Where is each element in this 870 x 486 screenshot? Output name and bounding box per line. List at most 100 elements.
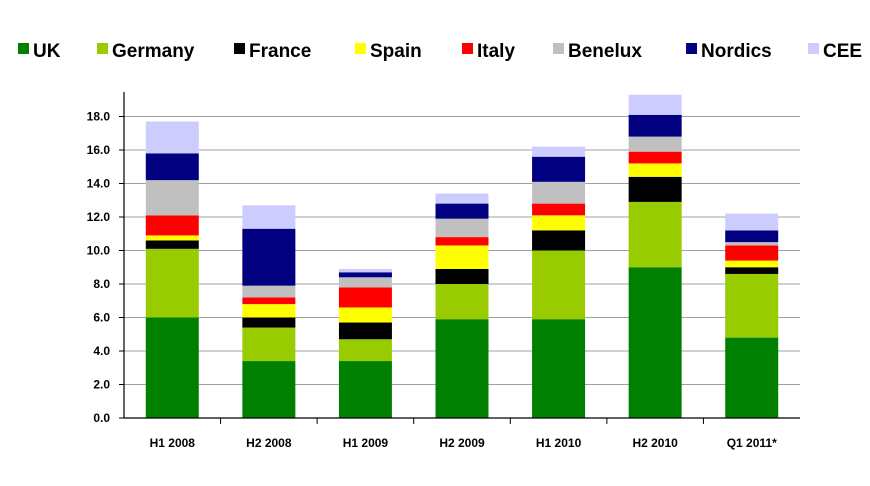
bar-segment-uk <box>435 319 489 418</box>
bar-segment-germany <box>435 284 489 320</box>
bar-segment-benelux <box>532 181 586 204</box>
y-tick-label: 10.0 <box>87 244 111 258</box>
bar-segment-cee <box>532 146 586 157</box>
bar-segment-nordics <box>242 228 296 286</box>
y-tick-label: 6.0 <box>93 311 110 325</box>
bar-segment-italy <box>242 297 296 305</box>
bar-segment-france <box>628 176 682 202</box>
bar-segment-france <box>725 267 779 274</box>
bar-segment-spain <box>338 307 392 323</box>
bar-segment-benelux <box>242 285 296 298</box>
legend-label: Germany <box>112 41 195 62</box>
bar-segment-uk <box>628 267 682 418</box>
legend-label: Nordics <box>701 41 772 62</box>
bar-segment-spain <box>725 260 779 268</box>
bar-segment-germany <box>145 248 199 318</box>
bar-segment-cee <box>145 121 199 154</box>
bar-segment-spain <box>145 235 199 241</box>
x-axis-labels: H1 2008 H2 2008 H1 2009 H2 2009 H1 2010 H2 20… <box>150 418 777 450</box>
bar-segment-italy <box>435 237 489 246</box>
bar-segment-uk <box>338 361 392 418</box>
x-tick-label: H2 2009 <box>439 436 485 450</box>
bar-segment-germany <box>628 201 682 268</box>
bar-segment-benelux <box>628 136 682 152</box>
bar-segment-italy <box>338 287 392 308</box>
legend-swatch <box>18 43 29 54</box>
bar-segment-benelux <box>435 218 489 238</box>
bar-segment-france <box>145 240 199 249</box>
bar-segment-italy <box>628 151 682 164</box>
legend-item-cee: CEE <box>808 41 862 62</box>
x-tick-label: H2 2008 <box>246 436 292 450</box>
bar-stack-h1-2010 <box>532 146 586 418</box>
legend-swatch <box>686 43 697 54</box>
legend: UK Germany France Spain Italy Benelux Nordics C… <box>18 41 862 62</box>
bar-segment-spain <box>532 215 586 231</box>
bar-stack-h1-2009 <box>338 268 392 418</box>
x-tick-label: H1 2009 <box>343 436 389 450</box>
legend-item-benelux: Benelux <box>553 41 642 62</box>
y-tick-label: 8.0 <box>93 277 110 291</box>
bar-segment-italy <box>725 245 779 261</box>
legend-label: Spain <box>370 41 422 62</box>
bar-segment-germany <box>532 250 586 320</box>
legend-swatch <box>234 43 245 54</box>
bar-segment-benelux <box>338 277 392 288</box>
bar-segment-nordics <box>628 114 682 137</box>
bar-segment-germany <box>338 339 392 362</box>
legend-label: CEE <box>823 41 862 62</box>
y-tick-label: 2.0 <box>93 378 110 392</box>
legend-item-nordics: Nordics <box>686 41 772 62</box>
y-tick-label: 16.0 <box>87 143 111 157</box>
legend-swatch <box>97 43 108 54</box>
bar-segment-cee <box>338 268 392 273</box>
x-tick-label: H1 2008 <box>150 436 196 450</box>
bar-segment-uk <box>532 319 586 418</box>
bar-segment-uk <box>725 337 779 418</box>
y-tick-label: 18.0 <box>87 110 111 124</box>
legend-item-france: France <box>234 41 311 62</box>
bar-segment-spain <box>628 163 682 177</box>
bar-segment-uk <box>242 361 296 418</box>
legend-swatch <box>553 43 564 54</box>
legend-item-italy: Italy <box>462 41 515 62</box>
bar-segment-benelux <box>725 242 779 246</box>
legend-item-germany: Germany <box>97 41 195 62</box>
bar-segment-cee <box>725 213 779 231</box>
bar-stack-h1-2008 <box>145 121 199 418</box>
axes <box>123 92 800 419</box>
bar-stack-h2-2008 <box>242 205 296 418</box>
legend-item-spain: Spain <box>355 41 422 62</box>
bar-segment-cee <box>242 205 296 229</box>
bar-segment-spain <box>435 245 489 269</box>
y-tick-label: 4.0 <box>93 344 110 358</box>
bar-segment-cee <box>628 94 682 115</box>
legend-swatch <box>355 43 366 54</box>
legend-label: France <box>249 41 311 62</box>
x-tick-label: Q1 2011* <box>727 436 777 450</box>
x-tick-label: H2 2010 <box>632 436 678 450</box>
y-axis-ticks: 0.0 2.0 4.0 6.0 8.0 10.0 12.0 14.0 16.0 18.0 <box>87 110 124 425</box>
bar-segment-nordics <box>145 153 199 181</box>
y-tick-label: 14.0 <box>87 177 111 191</box>
bar-segment-nordics <box>532 156 586 182</box>
legend-label: Benelux <box>568 41 642 62</box>
legend-swatch <box>462 43 473 54</box>
bar-segment-italy <box>532 203 586 216</box>
bar-segment-france <box>532 230 586 251</box>
bar-segment-benelux <box>145 180 199 216</box>
legend-item-uk: UK <box>18 41 61 62</box>
bar-segment-nordics <box>435 203 489 219</box>
bar-stack-h2-2010 <box>628 94 682 418</box>
bar-segment-uk <box>145 317 199 418</box>
bar-stack-q1-2011 <box>725 213 779 418</box>
bar-segment-nordics <box>338 272 392 278</box>
y-tick-label: 0.0 <box>93 411 110 425</box>
x-tick-label: H1 2010 <box>536 436 582 450</box>
bar-segment-cee <box>435 193 489 204</box>
bar-segment-germany <box>725 273 779 338</box>
legend-label: UK <box>33 41 61 62</box>
legend-swatch <box>808 43 819 54</box>
bar-segment-italy <box>145 215 199 236</box>
legend-label: Italy <box>477 41 515 62</box>
